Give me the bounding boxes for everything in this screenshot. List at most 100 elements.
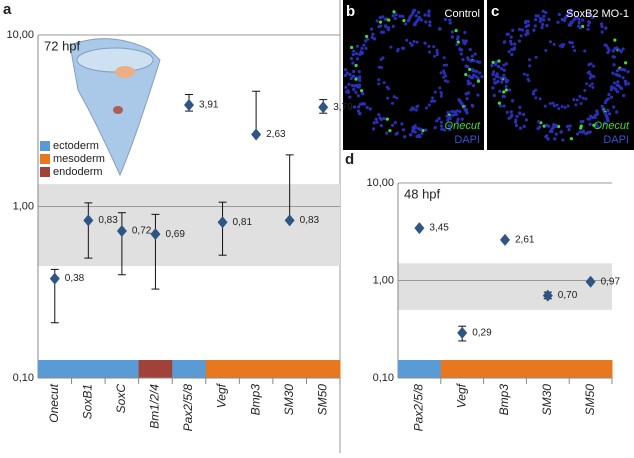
nucleus [408, 133, 412, 137]
nucleus [532, 28, 536, 32]
nucleus [581, 24, 585, 29]
nucleus [509, 110, 513, 114]
micrograph-c [487, 0, 634, 150]
nucleus [417, 15, 422, 20]
nucleus [563, 18, 567, 23]
nucleus [466, 82, 470, 86]
nucleus [463, 42, 467, 46]
nucleus [491, 86, 495, 90]
nucleus [379, 30, 384, 34]
nucleus [401, 128, 406, 132]
nucleus [587, 13, 591, 17]
nucleus [377, 24, 381, 29]
nucleus [504, 84, 508, 88]
value-label: 0,38 [65, 273, 85, 284]
nucleus [618, 85, 623, 89]
nucleus [424, 20, 428, 24]
nucleus [624, 82, 628, 86]
nucleus [588, 122, 592, 126]
nucleus [551, 101, 555, 105]
germ-layer-strip [239, 360, 274, 378]
nucleus [465, 97, 469, 101]
annotation: 48 hpf [404, 186, 441, 201]
nucleus [357, 70, 361, 74]
panel-letter: c [491, 3, 499, 20]
nucleus [527, 79, 531, 83]
nucleus [409, 108, 413, 112]
nucleus [623, 79, 628, 84]
nucleus [464, 39, 468, 43]
nucleus [544, 48, 548, 52]
nucleus [360, 51, 364, 56]
nucleus [478, 71, 482, 75]
data-point [116, 224, 127, 237]
nucleus [473, 52, 477, 56]
nucleus [586, 23, 590, 27]
nucleus [603, 43, 607, 47]
nucleus [439, 94, 443, 98]
nucleus [412, 107, 416, 111]
nucleus [522, 124, 526, 129]
nucleus [463, 30, 467, 35]
nucleus [543, 104, 547, 108]
nucleus [480, 74, 484, 79]
value-label: 0,72 [132, 226, 152, 237]
nucleus [461, 57, 465, 62]
nucleus [557, 107, 561, 111]
x-tick-label: SM30 [540, 384, 554, 416]
nucleus [491, 60, 495, 65]
nucleus [556, 20, 560, 24]
nucleus [458, 109, 462, 114]
nucleus [455, 43, 459, 47]
nucleus [526, 19, 530, 24]
nucleus [378, 20, 383, 24]
nucleus [595, 110, 599, 114]
value-label: 0,83 [98, 215, 118, 226]
nucleus [377, 78, 381, 82]
germ-layer-strip [398, 360, 442, 378]
nucleus [587, 63, 591, 67]
nucleus [548, 40, 552, 44]
nucleus [428, 50, 432, 54]
nucleus [474, 74, 478, 78]
value-label: 0,83 [300, 215, 320, 226]
stain-label: DAPI [454, 134, 480, 146]
stain-label: DAPI [603, 134, 629, 146]
nucleus [373, 37, 377, 41]
nucleus [391, 24, 395, 28]
nucleus [502, 90, 506, 94]
nucleus [471, 104, 475, 108]
nucleus [381, 56, 385, 60]
nucleus [455, 37, 460, 41]
y-tick-label: 1,00 [373, 274, 394, 286]
nucleus [356, 109, 361, 113]
nucleus [403, 22, 408, 26]
condition-label: Control [445, 8, 480, 20]
nucleus [350, 45, 354, 50]
nucleus [378, 116, 382, 120]
nucleus [494, 74, 498, 78]
nucleus [498, 104, 503, 108]
nucleus [456, 35, 460, 39]
nucleus [470, 76, 475, 80]
nucleus [467, 91, 471, 95]
nucleus [476, 76, 480, 80]
nucleus [387, 87, 391, 91]
nucleus [612, 105, 616, 109]
nucleus [455, 120, 459, 124]
nucleus [492, 70, 496, 74]
nucleus [446, 118, 450, 122]
germ-layer-strip [272, 360, 307, 378]
nucleus [381, 15, 385, 19]
nucleus [537, 120, 541, 124]
nucleus [626, 81, 631, 86]
panel-letter: d [345, 151, 354, 168]
nucleus [575, 98, 579, 102]
nucleus [561, 138, 565, 142]
nucleus [413, 126, 418, 130]
nucleus [464, 92, 468, 96]
x-tick-label: Bmp3 [497, 384, 511, 416]
nucleus [442, 63, 446, 67]
nucleus [426, 13, 431, 17]
